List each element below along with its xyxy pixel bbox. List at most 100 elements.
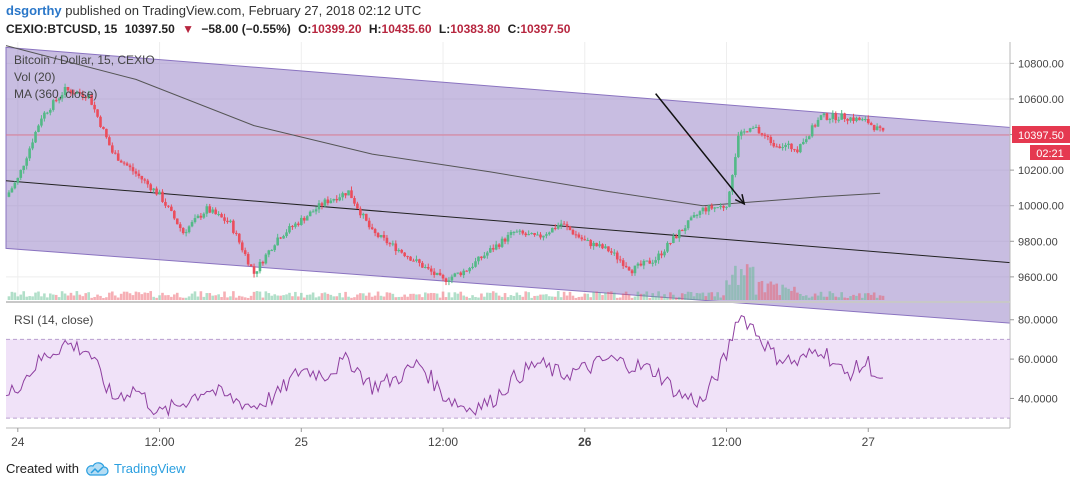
- time-tick-label: 12:00: [712, 435, 742, 449]
- candle-body: [562, 223, 566, 225]
- candle-body: [57, 98, 61, 101]
- volume-bar: [813, 293, 817, 300]
- candle-body: [282, 236, 285, 239]
- price-tick-label: 10000.00: [1018, 201, 1064, 213]
- candle-body: [477, 256, 480, 262]
- volume-bar: [719, 297, 722, 300]
- candle-body: [13, 182, 17, 189]
- candle-body: [444, 278, 448, 282]
- volume-bar: [43, 293, 46, 300]
- volume-bar: [158, 295, 161, 300]
- candle-body: [772, 142, 776, 147]
- candle-body: [866, 119, 870, 124]
- volume-bar: [341, 297, 344, 300]
- volume-bar: [69, 292, 73, 300]
- volume-bar: [220, 297, 223, 300]
- volume-bar: [769, 281, 773, 300]
- candle-body: [598, 244, 601, 247]
- price-tick-label: 10600.00: [1018, 94, 1064, 106]
- volume-bar: [178, 297, 182, 300]
- volume-bar: [134, 291, 138, 300]
- volume-bar: [84, 293, 88, 300]
- candle-body: [613, 252, 616, 254]
- candle-body: [291, 226, 294, 228]
- candle-body: [790, 143, 793, 150]
- time-axis[interactable]: 24 12:00 25 12:00 26 12:00 27: [11, 428, 875, 449]
- volume-bar: [571, 295, 575, 300]
- candle-body: [96, 109, 99, 117]
- candle-body: [468, 268, 471, 272]
- open-label: O:: [298, 22, 312, 36]
- publisher-user[interactable]: dsgorthy: [6, 3, 62, 18]
- close-value: 10397.50: [520, 22, 571, 36]
- volume-bar: [816, 295, 820, 300]
- candle-body: [787, 143, 790, 145]
- volume-bar: [421, 297, 424, 300]
- candle-body: [226, 220, 229, 223]
- candle-body: [725, 206, 728, 208]
- volume-bar: [784, 287, 787, 300]
- volume-bar: [624, 291, 628, 300]
- volume-bar: [438, 297, 442, 300]
- legend-vol: Vol (20): [14, 70, 55, 84]
- timer-badge-text: 02:21: [1036, 148, 1064, 160]
- volume-bar: [294, 291, 297, 300]
- candle-body: [373, 229, 377, 234]
- candle-body: [607, 246, 610, 252]
- volume-bar: [521, 296, 525, 300]
- candle-body: [592, 242, 595, 247]
- volume-bar: [675, 297, 678, 300]
- candle-body: [825, 113, 829, 120]
- volume-bar: [243, 297, 247, 300]
- price-axis[interactable]: 10800.0010600.0010400.0010200.0010000.00…: [1010, 58, 1064, 284]
- volume-bar: [878, 295, 882, 300]
- volume-bar: [748, 267, 752, 300]
- candle-body: [288, 226, 291, 233]
- volume-bar: [633, 296, 637, 300]
- volume-bars: [7, 264, 885, 300]
- candle-body: [580, 237, 584, 240]
- volume-bar: [255, 291, 259, 300]
- candle-body: [683, 228, 687, 231]
- candle-body: [16, 177, 20, 183]
- candle-body: [804, 139, 808, 143]
- volume-bar: [731, 274, 734, 300]
- candle-body: [240, 242, 244, 251]
- candle-body: [855, 117, 858, 121]
- candle-body: [530, 233, 533, 235]
- annotation-arrow[interactable]: [655, 93, 745, 205]
- candle-body: [663, 251, 666, 256]
- volume-bar: [610, 291, 613, 300]
- candle-body: [657, 253, 660, 261]
- candle-body: [353, 198, 356, 204]
- volume-bar: [462, 295, 466, 300]
- candle-body: [181, 228, 185, 234]
- rsi-axis[interactable]: 80.0000 60.0000 40.0000: [1010, 315, 1058, 406]
- candle-body: [187, 226, 191, 233]
- candle-body: [586, 240, 590, 242]
- candle-body: [610, 251, 613, 253]
- candle-body: [412, 260, 415, 262]
- candle-body: [633, 265, 637, 274]
- volume-bar: [367, 292, 371, 300]
- volume-bar: [208, 293, 212, 300]
- candle-body: [571, 230, 575, 235]
- volume-bar: [819, 291, 823, 300]
- tradingview-link[interactable]: TradingView: [85, 461, 186, 476]
- moving-average-line: [5, 45, 881, 207]
- candle-body: [583, 239, 587, 241]
- volume-bar: [512, 295, 516, 300]
- low-label: L:: [438, 22, 451, 36]
- volume-bar: [488, 292, 492, 300]
- volume-bar: [639, 293, 643, 300]
- candle-body: [19, 169, 23, 178]
- candle-body: [766, 135, 770, 138]
- tradingview-brand[interactable]: TradingView: [113, 461, 186, 476]
- candle-body: [574, 234, 578, 236]
- support-trend-line[interactable]: [5, 180, 1011, 264]
- volume-bar: [347, 296, 350, 300]
- candle-body: [214, 209, 217, 215]
- rsi-band: [6, 339, 1010, 419]
